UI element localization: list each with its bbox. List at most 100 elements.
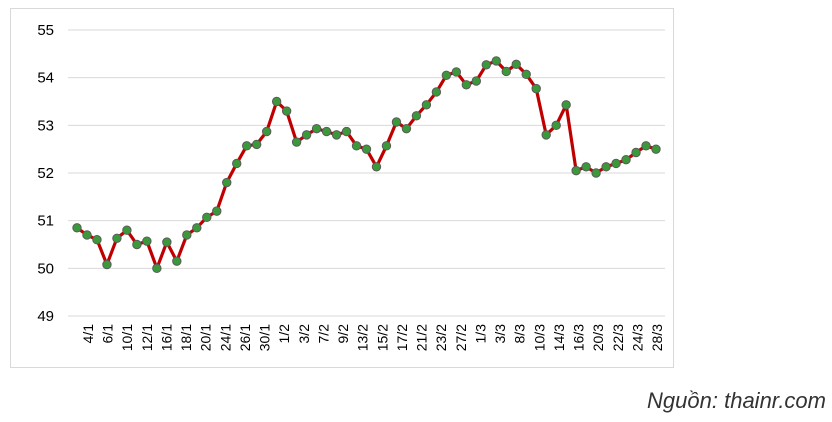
data-point <box>82 230 92 240</box>
x-tick-label: 28/3 <box>649 324 665 351</box>
y-tick-label: 51 <box>37 213 54 230</box>
data-point <box>481 60 491 70</box>
y-tick-label: 52 <box>37 165 54 182</box>
data-point <box>641 141 651 151</box>
data-point <box>451 67 462 77</box>
series-markers <box>72 56 661 274</box>
data-point <box>341 126 352 137</box>
data-point <box>142 236 152 246</box>
x-tick-label: 6/1 <box>100 324 116 344</box>
data-point <box>561 100 571 110</box>
data-point <box>501 66 511 77</box>
x-tick-label: 18/1 <box>178 324 194 351</box>
x-tick-label: 15/2 <box>374 324 390 351</box>
data-point <box>182 230 192 240</box>
data-point <box>601 162 611 172</box>
data-point <box>301 130 312 140</box>
y-tick-label: 55 <box>37 22 54 39</box>
x-tick-label: 12/1 <box>139 324 155 351</box>
data-point <box>541 130 551 140</box>
data-point <box>232 158 242 169</box>
data-point <box>271 96 282 107</box>
data-point <box>421 100 432 110</box>
data-point <box>351 141 362 151</box>
data-point <box>242 141 252 151</box>
data-point <box>122 225 132 235</box>
data-point <box>361 144 372 154</box>
data-point <box>511 59 521 70</box>
data-point <box>202 212 212 223</box>
data-point <box>391 117 402 127</box>
x-tick-label: 4/1 <box>80 324 96 344</box>
series-line <box>76 59 657 270</box>
x-tick-label: 20/1 <box>198 324 214 351</box>
x-tick-label: 9/2 <box>335 324 351 344</box>
data-point <box>651 144 661 154</box>
x-tick-label: 7/2 <box>315 324 331 344</box>
data-point <box>611 158 621 169</box>
data-point <box>172 256 182 266</box>
data-point <box>571 165 581 176</box>
series-line-layer <box>76 59 657 270</box>
data-point <box>491 56 501 66</box>
x-tick-label: 21/2 <box>414 324 430 351</box>
data-point <box>381 141 392 151</box>
data-point <box>591 168 601 178</box>
data-point <box>311 123 322 134</box>
x-tick-label: 22/3 <box>610 324 626 351</box>
x-tick-label: 10/1 <box>119 324 135 351</box>
data-point <box>132 239 142 250</box>
x-tick-label: 16/3 <box>571 324 587 351</box>
data-point <box>401 123 412 134</box>
data-point <box>371 162 382 172</box>
x-tick-label: 26/1 <box>237 324 253 351</box>
data-point <box>581 162 591 172</box>
x-tick-label: 16/1 <box>158 324 174 351</box>
y-tick-label: 54 <box>37 70 54 87</box>
x-tick-label: 1/3 <box>472 324 488 344</box>
x-tick-label: 17/2 <box>394 324 410 351</box>
x-tick-label: 8/3 <box>512 324 528 344</box>
chart-frame <box>10 8 674 368</box>
y-tick-label: 49 <box>37 308 54 325</box>
data-point <box>521 69 531 80</box>
data-point <box>112 233 122 244</box>
y-tick-label: 53 <box>37 117 54 134</box>
data-point <box>411 111 422 121</box>
data-point <box>471 76 482 86</box>
x-tick-label: 13/2 <box>355 324 371 351</box>
data-point <box>441 70 452 80</box>
data-point <box>102 259 112 270</box>
gridlines <box>68 29 665 317</box>
x-tick-label: 3/3 <box>492 324 508 344</box>
data-point <box>291 137 302 147</box>
x-tick-label: 23/2 <box>433 324 449 351</box>
data-point <box>551 120 561 131</box>
data-point <box>621 154 631 165</box>
data-point <box>192 223 202 233</box>
x-tick-label: 24/3 <box>629 324 645 351</box>
data-point <box>631 147 641 158</box>
source-note: Nguồn: thainr.com <box>647 388 826 413</box>
data-point <box>72 223 82 233</box>
x-tick-label: 14/3 <box>551 324 567 351</box>
data-point <box>162 237 172 247</box>
y-axis-ticks: 49 50 51 52 53 54 55 <box>37 22 54 325</box>
data-point <box>281 106 292 116</box>
data-point <box>212 206 222 216</box>
data-point <box>531 83 541 94</box>
data-point <box>431 87 442 97</box>
data-point <box>222 177 232 188</box>
data-point <box>461 80 472 90</box>
data-point <box>251 139 262 150</box>
x-axis-ticks: 4/1 6/1 10/1 12/1 16/1 18/1 20/1 24/1 26/1 30/1 1/… <box>80 324 665 351</box>
x-tick-label: 10/3 <box>531 324 547 351</box>
x-tick-label: 20/3 <box>590 324 606 351</box>
x-tick-label: 3/2 <box>296 324 312 344</box>
x-tick-label: 1/2 <box>276 324 292 344</box>
data-point <box>261 126 272 137</box>
y-tick-label: 50 <box>37 260 54 277</box>
data-point <box>152 263 162 274</box>
data-point <box>321 126 332 137</box>
